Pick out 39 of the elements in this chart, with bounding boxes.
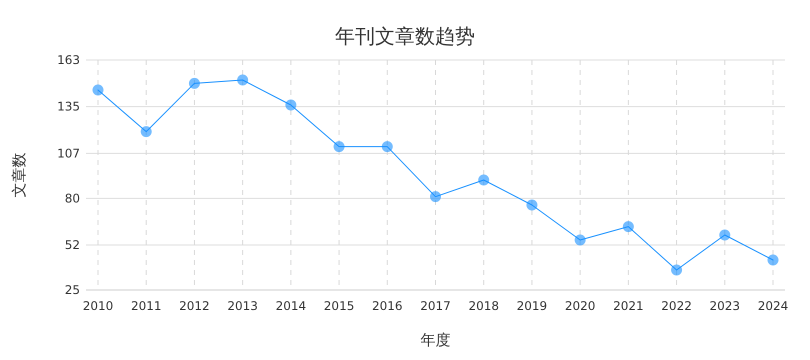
y-tick-label: 163: [57, 53, 80, 67]
point: [285, 100, 296, 110]
x-tick-label: 2022: [661, 299, 692, 313]
x-tick-label: 2018: [468, 299, 499, 313]
y-tick-label: 80: [64, 191, 80, 206]
y-axis-title: 文章数: [10, 152, 28, 198]
point: [237, 74, 248, 86]
x-tick-label: 2013: [227, 299, 258, 313]
chart-title: 年刊文章数趋势: [335, 24, 475, 48]
y-tick-label: 135: [57, 100, 80, 114]
x-tick-label: 2016: [372, 299, 403, 313]
x-tick-label: 2015: [324, 299, 354, 313]
y-tick-label: 52: [64, 238, 80, 252]
point: [768, 254, 778, 266]
point: [478, 174, 490, 186]
point: [671, 264, 682, 276]
x-tick-label: 2010: [82, 299, 114, 313]
x-tick-label: 2023: [710, 299, 740, 313]
y-tick-label: 25: [64, 283, 80, 297]
x-tick-label: 2021: [613, 299, 644, 313]
point: [188, 78, 200, 89]
x-tick-label: 2011: [130, 299, 162, 313]
x-tick-label: 2020: [564, 299, 596, 313]
x-tick-label: 2014: [276, 299, 306, 313]
point: [382, 141, 393, 152]
x-tick-label: 2019: [516, 299, 548, 313]
x-tick-label: 2024: [758, 299, 788, 313]
point: [622, 221, 634, 232]
x-tick-label: 2012: [179, 299, 210, 313]
point: [574, 234, 586, 246]
point: [92, 84, 104, 96]
x-tick-label: 2017: [420, 299, 451, 313]
y-tick-label: 107: [57, 146, 80, 160]
point: [334, 141, 345, 152]
x-axis-title: 年度: [420, 331, 450, 349]
point: [140, 126, 152, 138]
point: [719, 230, 730, 240]
point: [526, 200, 538, 210]
point: [430, 191, 441, 202]
